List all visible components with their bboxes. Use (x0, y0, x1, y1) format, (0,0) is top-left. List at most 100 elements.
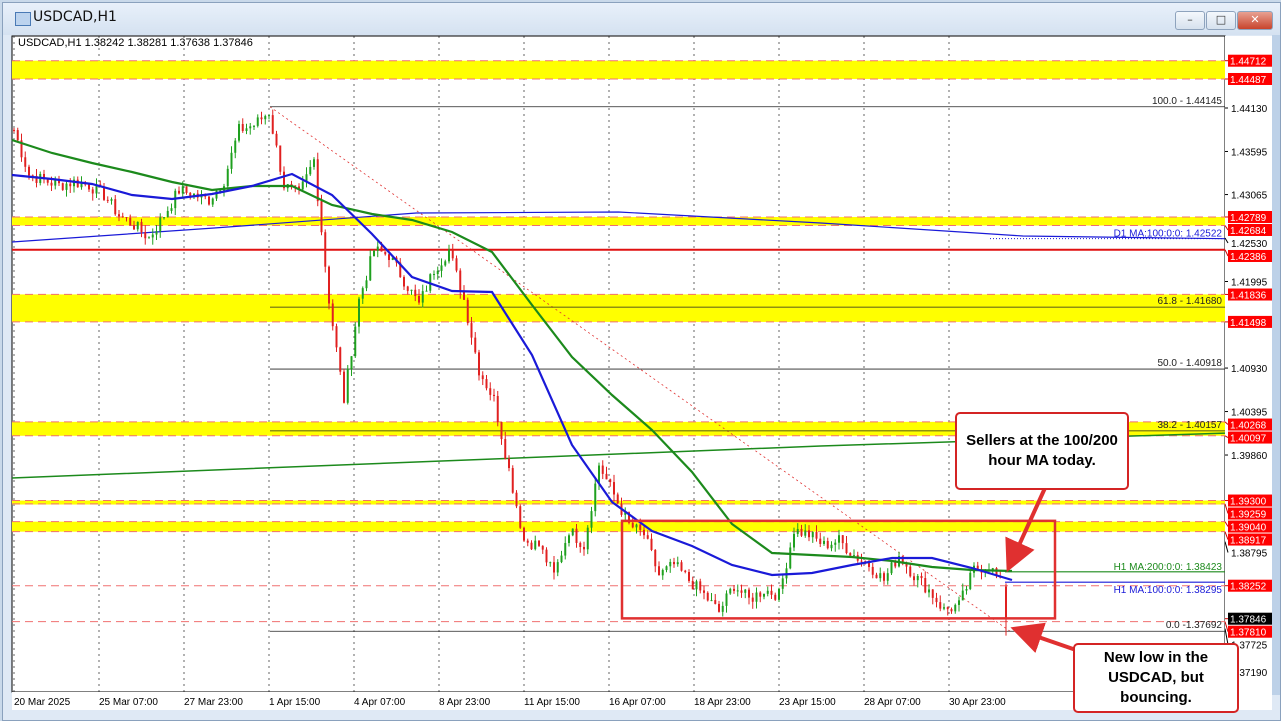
price-badge-label: 1.39300 (1230, 497, 1267, 508)
support-resistance-zone (12, 60, 1225, 79)
candle-body (654, 549, 657, 567)
y-tick-label: 1.37725 (1231, 641, 1268, 652)
candle-body (815, 532, 818, 539)
candle-body (901, 556, 904, 564)
candle-body (808, 530, 810, 538)
candle-body (658, 566, 660, 576)
candle-body (841, 535, 844, 544)
candle-body (339, 347, 342, 372)
y-tick (1224, 621, 1229, 632)
price-badge-label: 1.39259 (1230, 510, 1267, 521)
candle-body (691, 580, 694, 590)
candle-body (80, 182, 83, 188)
candle-body (991, 568, 994, 570)
candle-body (601, 465, 604, 474)
y-tick (1224, 435, 1229, 438)
price-badge (1228, 431, 1272, 444)
new-low-arrow (1010, 622, 1077, 653)
x-tick-label: 4 Apr 07:00 (354, 697, 406, 708)
fib-level-label: 50.0 - 1.40918 (1158, 358, 1223, 369)
candle-body (125, 217, 128, 219)
candle-body (624, 512, 627, 515)
candle-body (444, 261, 447, 266)
candle-body (264, 116, 267, 120)
candle-body (290, 184, 293, 186)
candle-body (736, 590, 739, 592)
candle-body (894, 562, 897, 567)
candle-body (410, 289, 413, 291)
close-button[interactable]: ✕ (1237, 11, 1273, 30)
candle-body (703, 590, 705, 593)
candle-body (920, 575, 923, 579)
candle-body (436, 270, 439, 275)
candle-body (748, 589, 750, 598)
candle-body (511, 468, 514, 493)
minimize-button[interactable]: – (1175, 11, 1205, 30)
fibonacci-trendline (269, 106, 1011, 632)
y-tick-label: 1.37190 (1231, 668, 1268, 679)
candle-body (414, 289, 417, 297)
consolidation-box (620, 519, 1057, 620)
candle-body (886, 573, 889, 581)
price-badge-label: 1.42789 (1230, 213, 1267, 224)
candle-body (755, 592, 758, 602)
h1-ma100-line (11, 172, 1013, 582)
candle-body (121, 216, 124, 218)
candle-body (609, 479, 612, 483)
candle-body (568, 535, 570, 543)
candle-body (890, 562, 893, 574)
candle-body (470, 323, 473, 338)
candle-body (425, 290, 428, 292)
candle-body (965, 589, 968, 591)
candle-body (515, 492, 518, 507)
chart-window-icon (15, 12, 31, 26)
candle-body (804, 530, 807, 536)
fib-level-label: 100.0 - 1.44145 (1152, 96, 1222, 107)
price-badge-label: 1.44487 (1230, 75, 1267, 86)
candle-body (384, 251, 387, 255)
candle-body (665, 566, 668, 571)
candle-body (28, 166, 30, 176)
candle-body (478, 352, 480, 376)
x-tick-label: 23 Apr 15:00 (779, 697, 836, 708)
x-tick-label: 1 Apr 15:00 (269, 697, 321, 708)
candle-body (534, 540, 537, 550)
candle-body (350, 356, 353, 369)
candle-body (714, 600, 717, 604)
candle-body (170, 208, 173, 211)
candle-body (800, 528, 803, 536)
y-tick (1224, 421, 1229, 425)
price-badge (1228, 418, 1272, 431)
candle-body (853, 555, 855, 557)
candle-body (643, 529, 645, 536)
current-price-label: 1.37846 (1230, 615, 1267, 626)
candle-body (226, 168, 229, 187)
candle-body (234, 140, 237, 153)
candle-body (20, 140, 23, 158)
x-tick-label: 11 Apr 15:00 (524, 697, 580, 708)
candle-body (73, 179, 75, 187)
candle-body (673, 561, 675, 565)
vertical-scrollbar[interactable] (1272, 35, 1280, 695)
candle-body (301, 181, 304, 190)
x-tick-label: 27 Mar 23:00 (184, 697, 243, 708)
title-bar: USDCAD,H1 – □ ✕ (3, 3, 1280, 35)
candle-body (605, 473, 608, 480)
candle-body (346, 368, 349, 403)
candle-body (129, 217, 132, 226)
candle-body (369, 256, 372, 281)
candle-body (924, 578, 927, 593)
maximize-button[interactable]: □ (1206, 11, 1236, 30)
support-resistance-zone (12, 521, 1225, 532)
candle-body (635, 524, 638, 528)
candle-body (136, 221, 139, 230)
candle-body (103, 186, 105, 200)
candle-body (706, 592, 709, 601)
price-badge (1228, 579, 1272, 592)
candle-body (740, 590, 743, 593)
candle-body (871, 566, 874, 575)
x-tick-label: 8 Apr 23:00 (439, 697, 491, 708)
candle-body (943, 607, 945, 609)
price-badge-label: 1.38917 (1230, 536, 1267, 547)
